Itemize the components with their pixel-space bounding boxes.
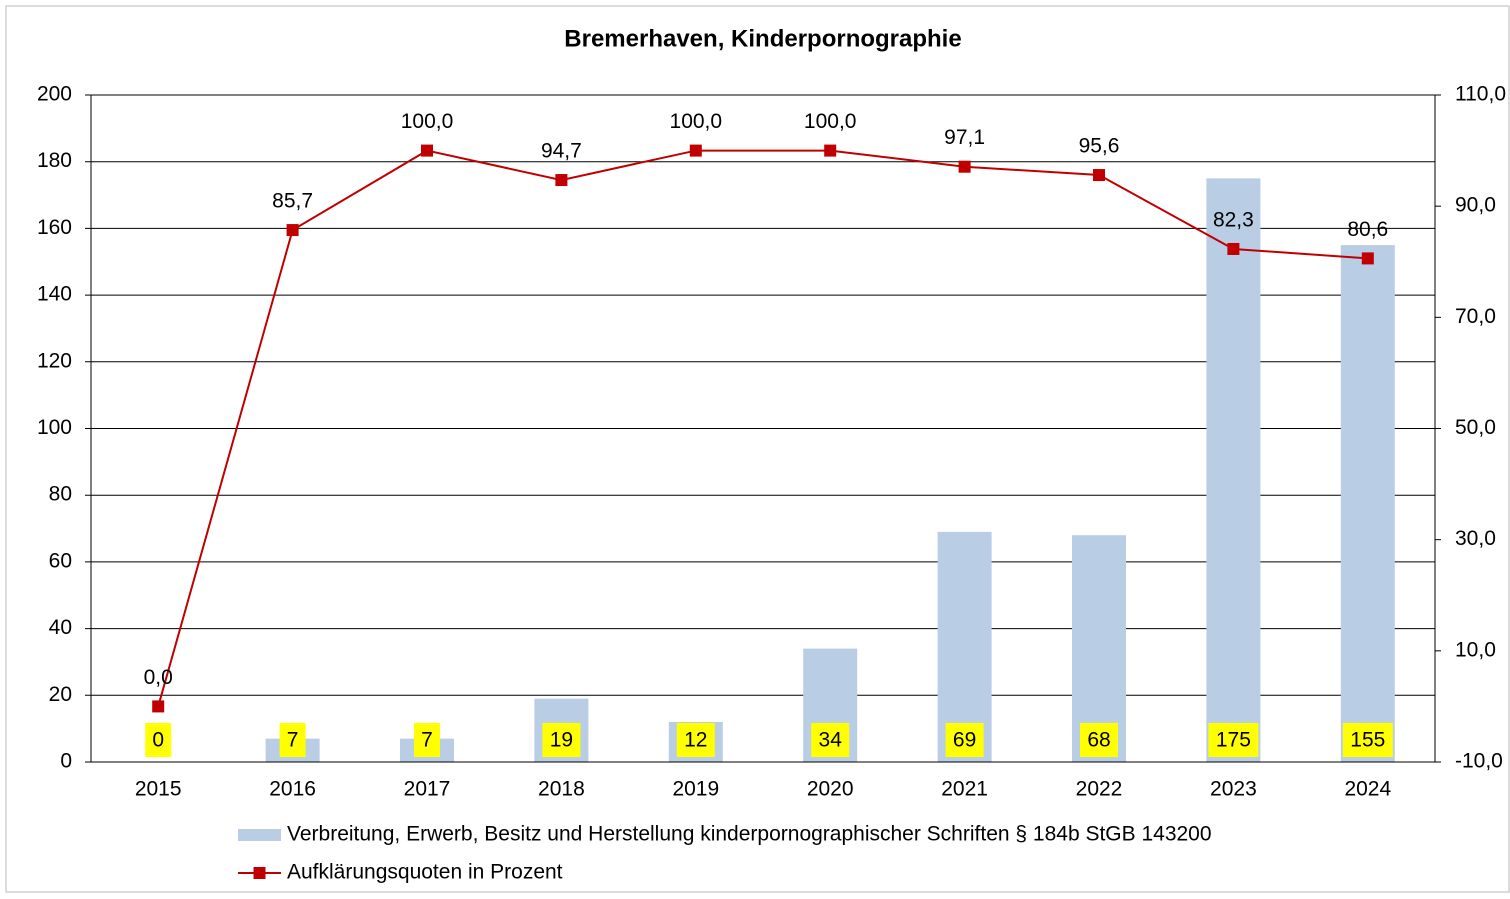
data-label-box [1342,723,1393,757]
data-label: 68 [1087,729,1110,752]
y2-tick-label: 70,0 [1455,305,1496,328]
x-tick-label: 2020 [807,778,854,801]
data-label-box [542,723,581,757]
data-label-box [414,723,440,757]
marker [1361,252,1374,265]
line [157,149,1368,707]
data-label-box [1080,723,1118,757]
data-label-box [676,723,715,757]
y-tick-label: 100 [37,416,72,439]
marker [1227,242,1240,255]
marker [555,174,568,187]
bar [1206,178,1261,762]
data-label-box [811,723,850,757]
marker [689,144,702,157]
data-label: 0 [152,729,164,752]
y2-tick-label: 90,0 [1455,194,1496,217]
x-tick-label: 2022 [1076,778,1123,801]
y-tick-label: 200 [37,83,72,106]
y-tick-label: 20 [49,683,72,706]
data-label: 12 [684,729,707,752]
y2-tick-label: 30,0 [1455,527,1496,550]
data-label: 80,6 [1347,218,1388,241]
marker [152,700,165,713]
y2-tick-label: -10,0 [1455,750,1503,773]
data-label-box [279,723,306,757]
data-label: 69 [953,729,976,752]
data-label: 7 [287,729,299,752]
y-tick-label: 140 [37,283,72,306]
x-tick-label: 2024 [1344,778,1391,801]
marker [421,144,433,157]
marker [1093,169,1105,182]
y2-tick-label: 110,0 [1455,83,1506,106]
plot-border [90,94,1436,763]
data-label: 82,3 [1213,209,1254,232]
x-tick-label: 2018 [538,778,585,801]
x-tick-label: 2017 [404,778,451,801]
data-label-box [945,723,984,757]
x-tick-label: 2019 [672,778,719,801]
chart-title: Bremerhaven, Kinderpornographie [564,25,961,52]
data-label: 95,6 [1079,135,1120,158]
legend-label: Aufklärungsquoten in Prozent [287,861,563,884]
data-label: 85,7 [272,190,313,213]
y-tick-label: 180 [37,149,72,172]
data-label: 7 [421,729,433,752]
marker [824,144,837,157]
x-tick-label: 2021 [941,778,988,801]
data-label: 100,0 [401,110,454,133]
x-tick-label: 2023 [1210,778,1257,801]
legend-label: Verbreitung, Erwerb, Besitz und Herstell… [287,823,1212,846]
y-tick-label: 0 [60,750,72,773]
y2-tick-label: 10,0 [1455,638,1496,661]
y-tick-label: 40 [49,616,72,639]
x-tick-label: 2016 [269,778,316,801]
bar [1340,245,1395,762]
data-label: 155 [1350,729,1385,752]
legend-marker [253,867,266,879]
data-label: 97,1 [944,126,985,149]
data-label: 94,7 [541,140,582,163]
data-label-box [1208,723,1259,757]
data-label: 0,0 [144,666,173,689]
data-label: 100,0 [804,110,857,133]
y-tick-label: 80 [49,483,72,506]
y2-tick-label: 50,0 [1455,416,1496,439]
marker [958,160,971,173]
y-tick-label: 160 [37,216,72,239]
x-tick-label: 2015 [135,778,182,801]
data-label: 100,0 [670,110,723,133]
marker [286,224,299,237]
data-label: 175 [1216,729,1251,752]
y-tick-label: 60 [49,549,72,572]
data-label-box [145,723,172,757]
legend-swatch [238,829,281,841]
data-label: 19 [550,729,573,752]
y-tick-label: 120 [37,349,72,372]
data-label: 34 [819,729,843,752]
